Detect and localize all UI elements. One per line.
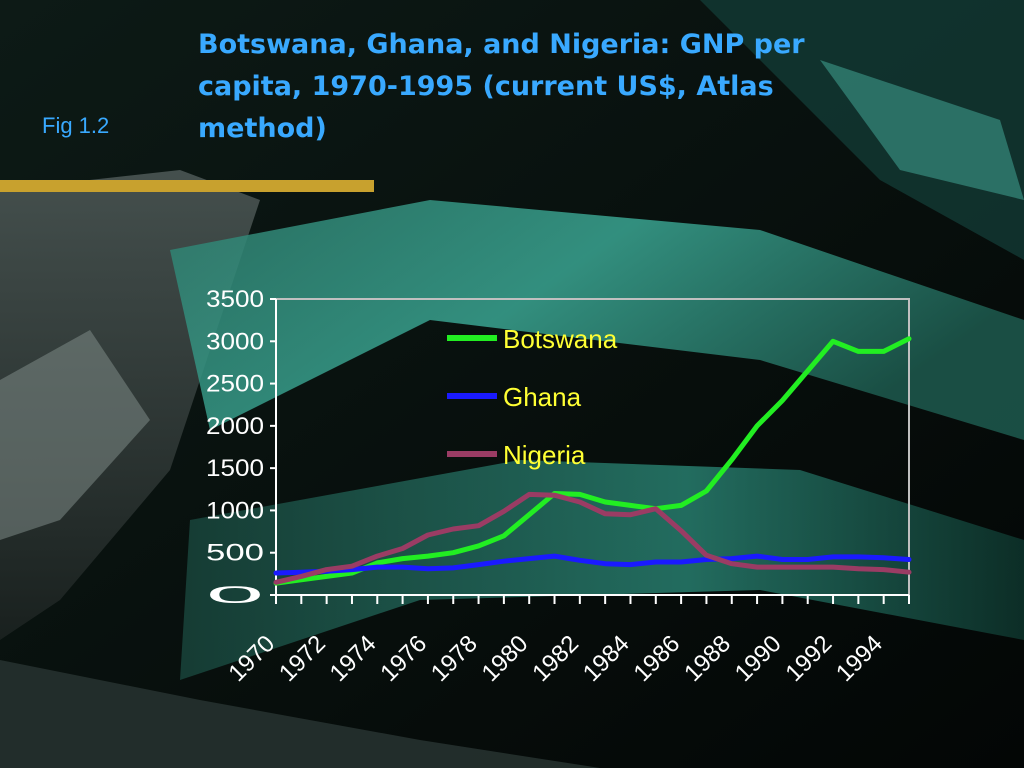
x-tick-label: 1990 xyxy=(730,630,787,687)
chart-series xyxy=(273,336,912,586)
figure-label: Fig 1.2 xyxy=(42,113,110,138)
x-tick-label: 1970 xyxy=(223,630,280,687)
y-tick-label: 2000 xyxy=(206,413,264,440)
x-tick-label: 1982 xyxy=(527,630,584,687)
x-tick-label: 1974 xyxy=(325,630,382,687)
x-tick-label: 1976 xyxy=(375,630,432,687)
y-tick-label: 1500 xyxy=(206,455,264,482)
legend-label-ghana: Ghana xyxy=(503,382,582,412)
y-tick-label: 3000 xyxy=(206,328,264,355)
x-tick-label: 1978 xyxy=(426,630,483,687)
legend-label-botswana: Botswana xyxy=(503,324,618,354)
x-tick-label: 1988 xyxy=(679,630,736,687)
x-tick-label: 1984 xyxy=(578,630,635,687)
series-line-botswana xyxy=(273,336,912,586)
y-tick-label: 3500 xyxy=(206,286,264,313)
slide-title: Botswana, Ghana, and Nigeria: GNP per ca… xyxy=(198,29,805,144)
y-tick-label: 0 xyxy=(206,582,264,609)
series-line-ghana xyxy=(273,553,912,576)
y-tick-label: 2500 xyxy=(206,371,264,398)
x-tick-label: 1972 xyxy=(274,630,331,687)
accent-rule xyxy=(0,180,374,192)
y-tick-label: 500 xyxy=(206,540,264,567)
x-tick-label: 1994 xyxy=(831,630,888,687)
legend-label-nigeria: Nigeria xyxy=(503,440,586,470)
x-tick-label: 1986 xyxy=(629,630,686,687)
x-tick-label: 1980 xyxy=(477,630,534,687)
series-line-nigeria xyxy=(273,491,912,585)
x-tick-label: 1992 xyxy=(780,630,837,687)
y-tick-label: 1000 xyxy=(206,497,264,524)
chart-legend: Botswana Ghana Nigeria xyxy=(447,324,618,470)
